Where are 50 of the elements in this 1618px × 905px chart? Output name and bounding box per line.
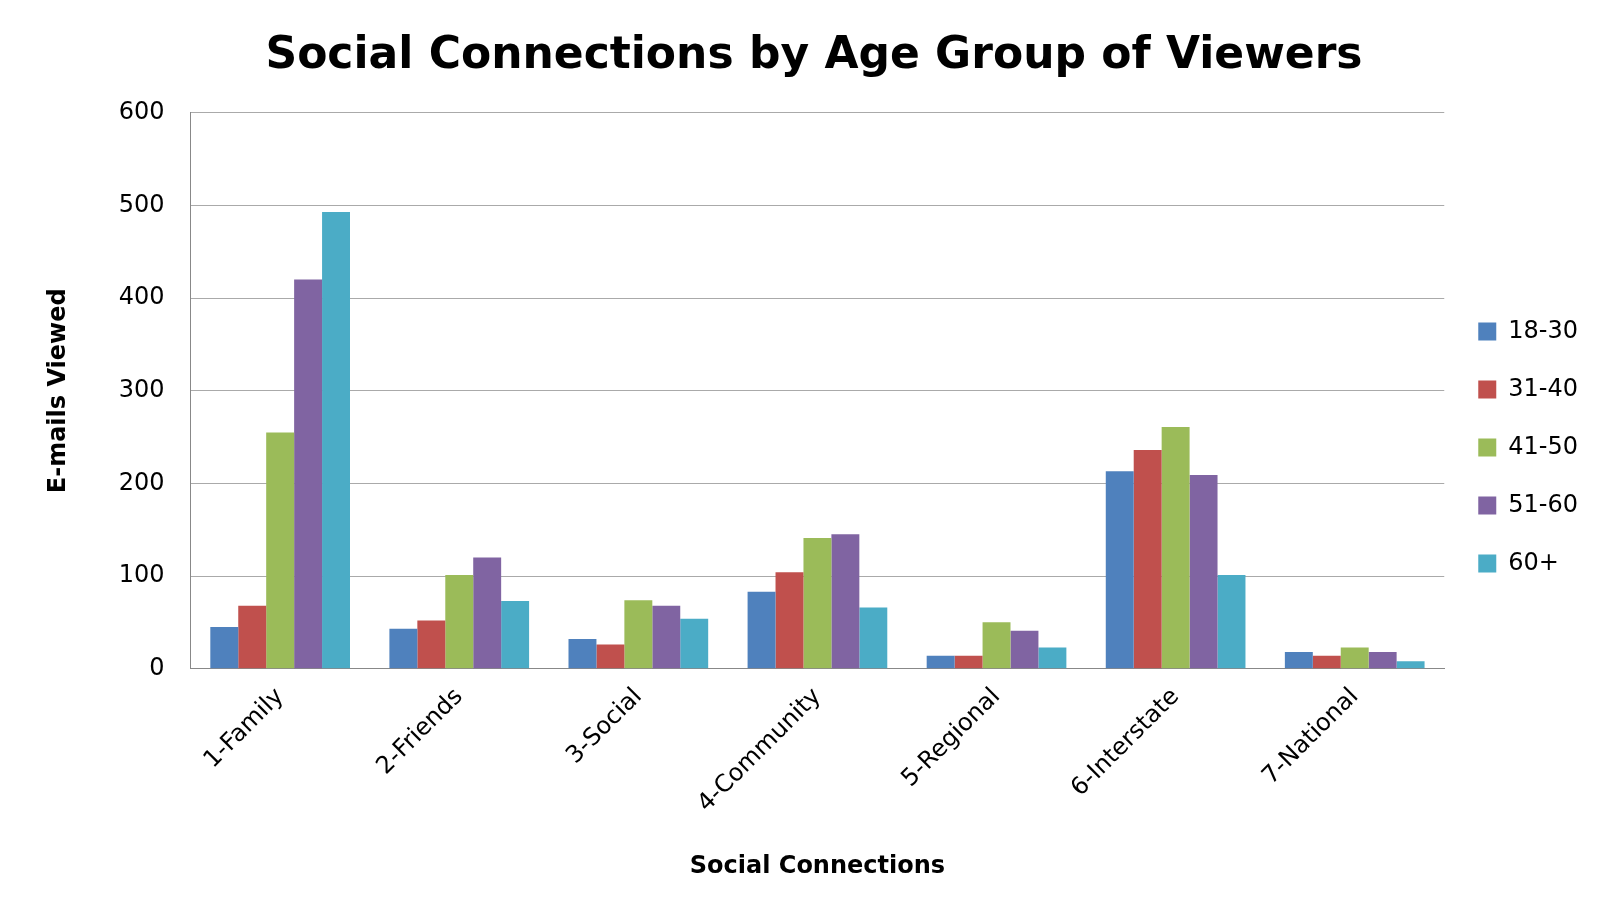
bar [680,618,709,669]
bar [652,605,681,669]
bar [624,600,653,669]
bar [417,620,446,669]
bar [1217,575,1246,669]
bar [1189,475,1218,669]
bar [596,644,625,669]
bar [1284,652,1313,669]
y-tick-label: 200 [118,467,165,496]
y-tick-label: 500 [118,189,165,218]
bar [1010,630,1039,669]
bar [1161,426,1190,669]
x-axis-title: Social Connections [689,850,946,879]
y-tick-label: 0 [149,652,165,681]
legend-label: 18-30 [1508,315,1579,344]
bar [747,591,776,669]
bar [1340,647,1369,669]
bar [1105,471,1134,669]
bar [294,279,323,669]
bar [859,607,888,669]
bar [775,572,804,669]
bar [501,601,530,669]
bar [1312,655,1341,669]
y-tick-label: 600 [118,97,165,126]
bar [238,605,267,669]
y-axis-title: E-mails Viewed [42,288,71,494]
bar [210,627,239,669]
bar [1038,647,1067,669]
y-tick-label: 100 [118,560,165,589]
legend-label: 41-50 [1508,431,1579,460]
bar [1133,450,1162,669]
bar [803,538,832,669]
bar [445,575,474,669]
bar [389,628,418,669]
y-tick-label: 400 [118,282,165,311]
bar [266,432,295,669]
chart-title: Social Connections by Age Group of Viewers [265,26,1363,78]
bar [322,211,350,669]
bar [568,639,597,669]
legend-label: 51-60 [1508,489,1579,518]
bar [926,655,955,669]
legend-label: 60+ [1508,547,1559,576]
y-tick-label: 300 [118,374,165,403]
bar [1396,661,1425,669]
legend-label: 31-40 [1508,373,1579,402]
bar [1368,652,1397,669]
bar [473,557,502,669]
bar [982,622,1011,669]
bar [954,655,983,669]
bar [831,534,860,669]
